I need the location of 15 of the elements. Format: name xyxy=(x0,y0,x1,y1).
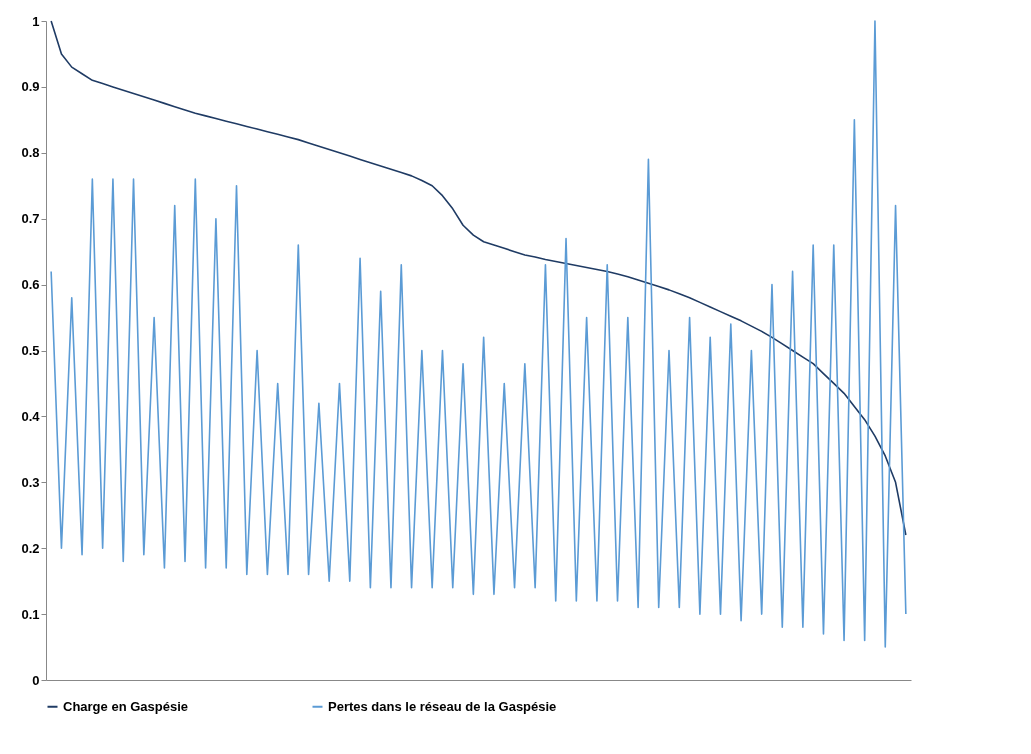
line-series xyxy=(50,20,907,536)
legend-label: Charge en Gaspésie xyxy=(63,698,188,714)
y-tick-label: 0.9 xyxy=(21,79,40,95)
legend-label: Pertes dans le réseau de la Gaspésie xyxy=(328,698,557,714)
line-series xyxy=(50,20,907,648)
y-tick-label: 0 xyxy=(32,672,40,688)
y-tick-label: 0.8 xyxy=(21,145,40,161)
y-tick-label: 0.2 xyxy=(21,540,40,556)
y-tick-label: 0.6 xyxy=(21,277,40,293)
y-tick-label: 0.5 xyxy=(21,343,40,358)
y-tick-label: 0.1 xyxy=(21,606,40,622)
y-tick-label: 0.7 xyxy=(21,211,40,227)
y-tick-label: 1 xyxy=(32,13,40,29)
y-tick-label: 0.4 xyxy=(21,408,41,424)
y-tick-label: 0.3 xyxy=(21,474,40,490)
